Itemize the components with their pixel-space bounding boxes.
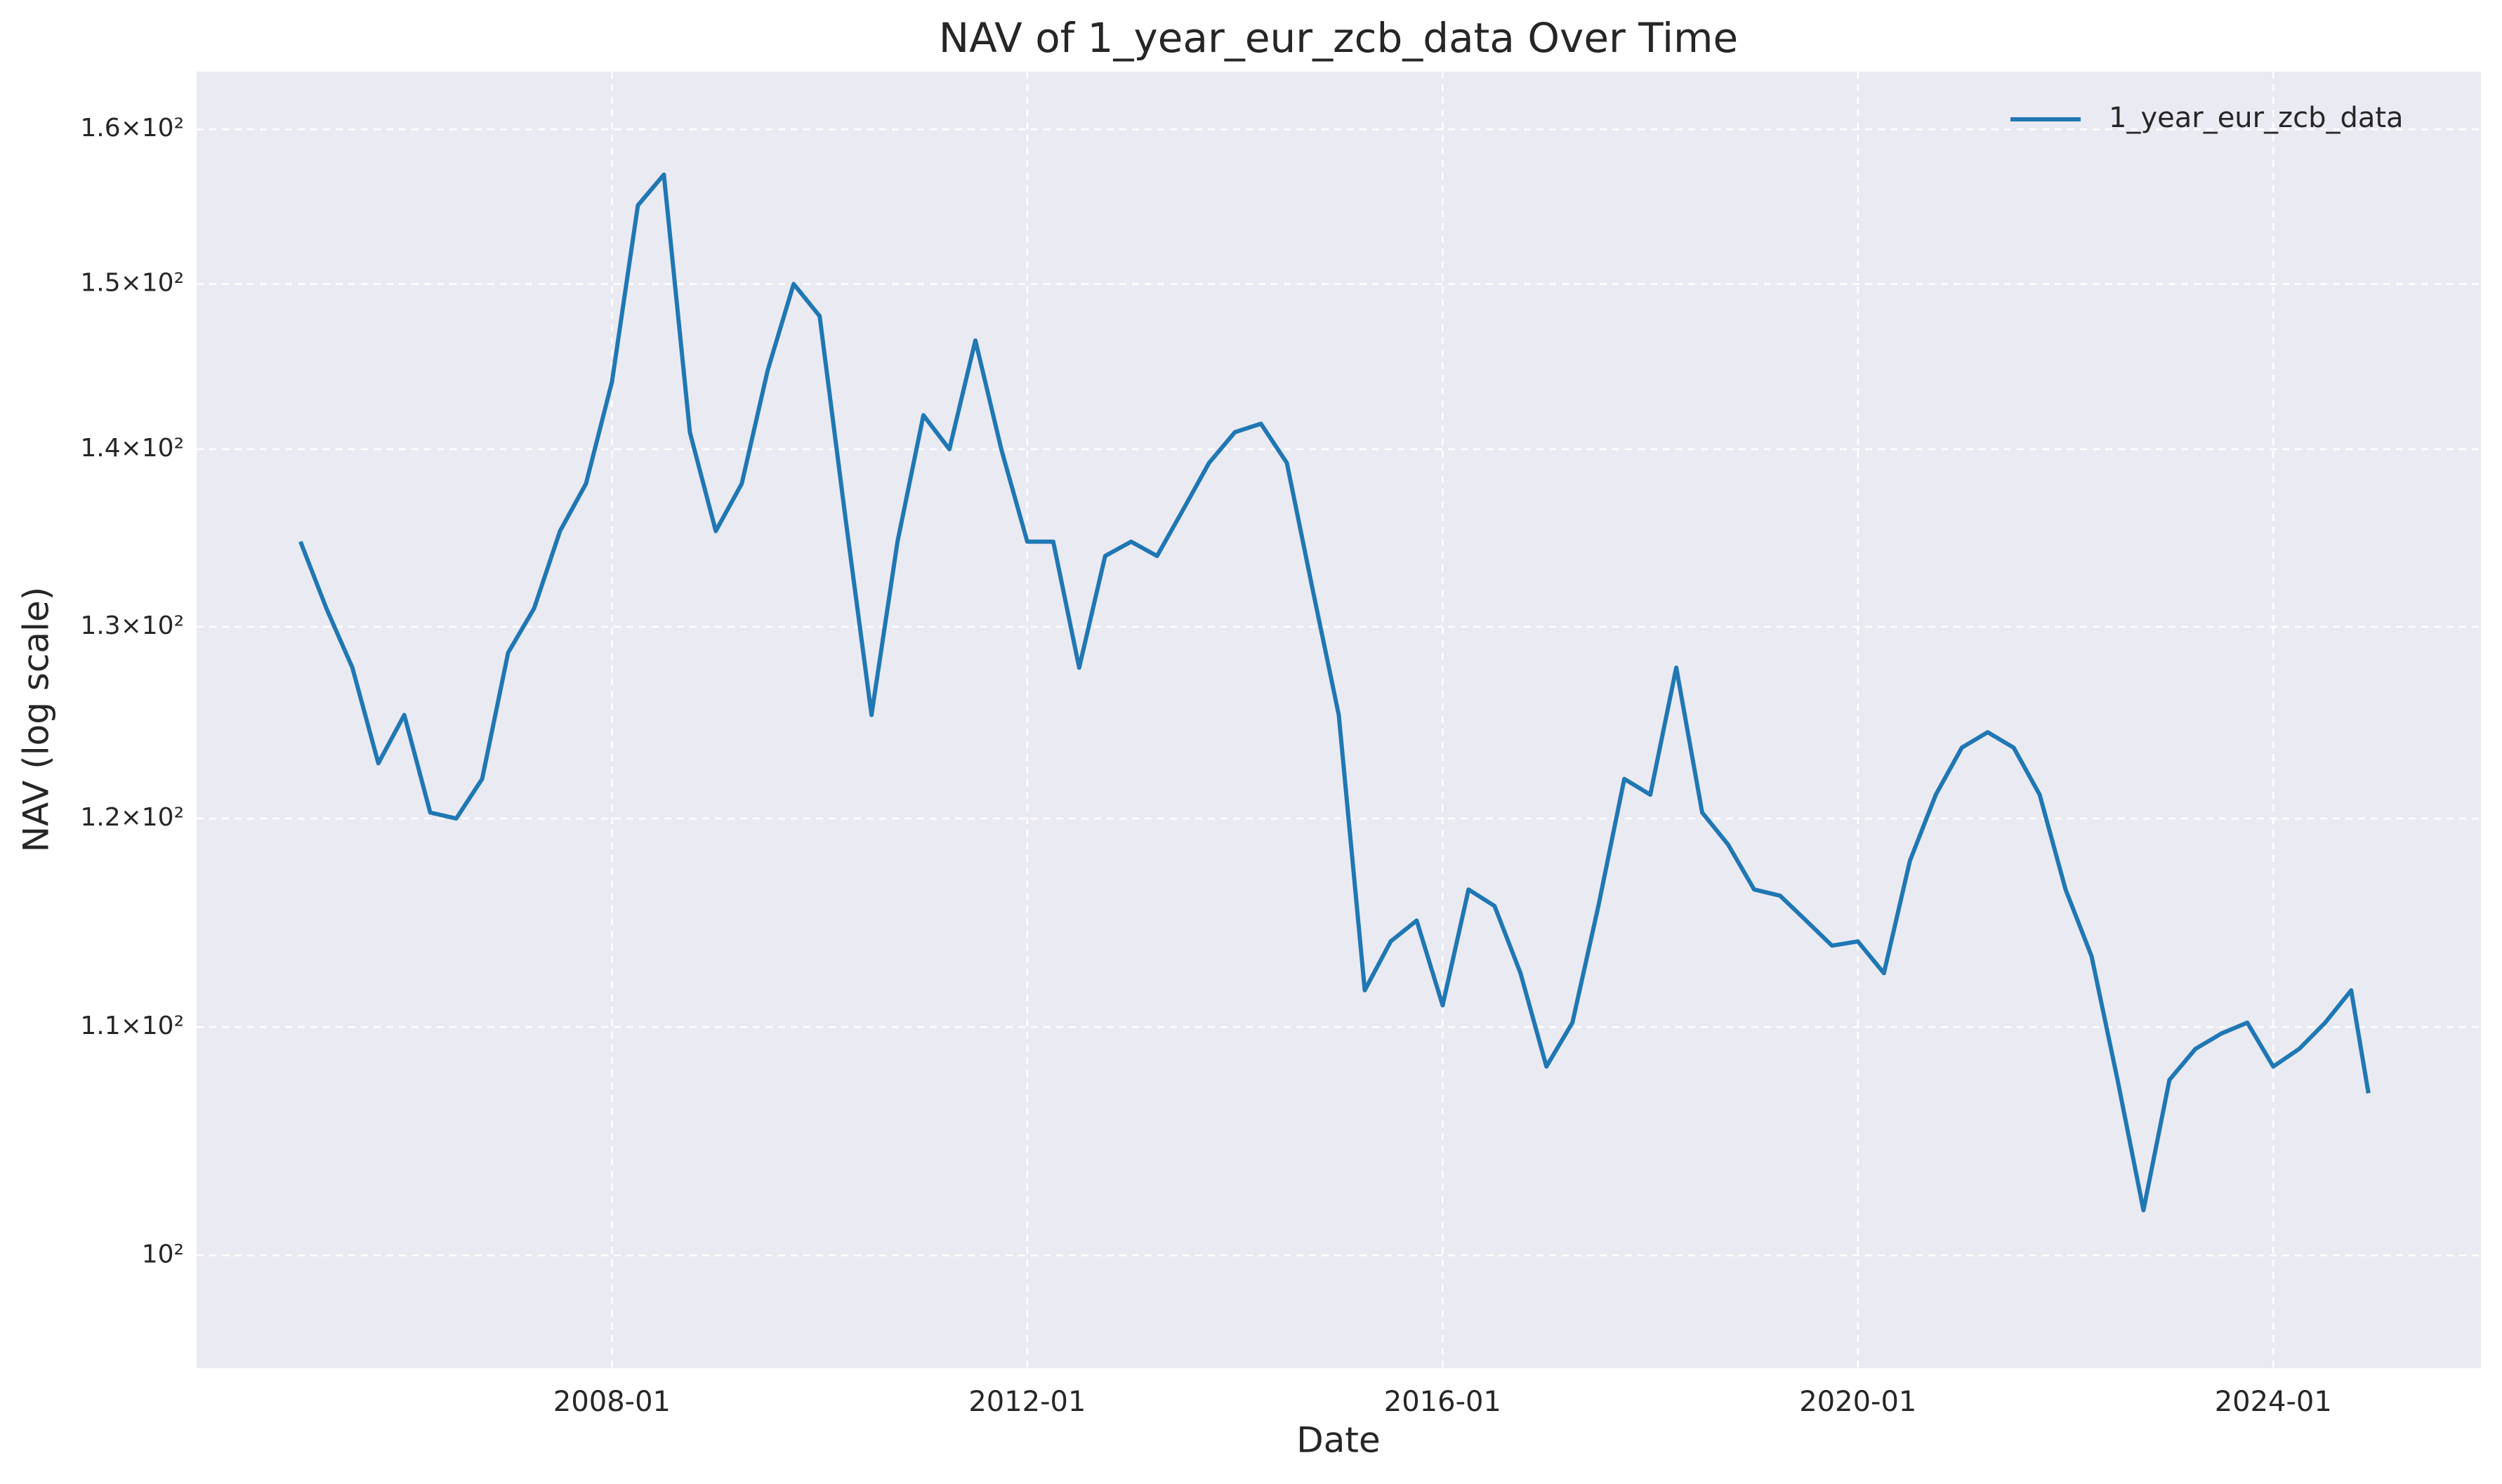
y-tick-label: 1.3×10²: [80, 611, 184, 640]
x-tick-label: 2020-01: [1799, 1386, 1916, 1418]
x-tick-label: 2024-01: [2215, 1386, 2332, 1418]
y-tick-label: 1.1×10²: [80, 1012, 184, 1040]
y-tick-label: 1.5×10²: [80, 268, 184, 297]
x-tick-label: 2012-01: [968, 1386, 1086, 1418]
y-tick-label: 1.4×10²: [80, 434, 184, 463]
x-tick-label: 2008-01: [553, 1386, 671, 1418]
y-tick-label: 1.2×10²: [80, 803, 184, 832]
chart-title: NAV of 1_year_eur_zcb_data Over Time: [939, 14, 1739, 62]
x-tick-label: 2016-01: [1384, 1386, 1501, 1418]
data-line: [298, 172, 2371, 1212]
y-tick-label: 10²: [142, 1240, 184, 1268]
legend-label: 1_year_eur_zcb_data: [2109, 102, 2404, 134]
y-axis-label: NAV (log scale): [16, 587, 57, 852]
y-tick-label: 1.6×10²: [80, 114, 184, 143]
x-axis-label: Date: [1296, 1420, 1381, 1461]
